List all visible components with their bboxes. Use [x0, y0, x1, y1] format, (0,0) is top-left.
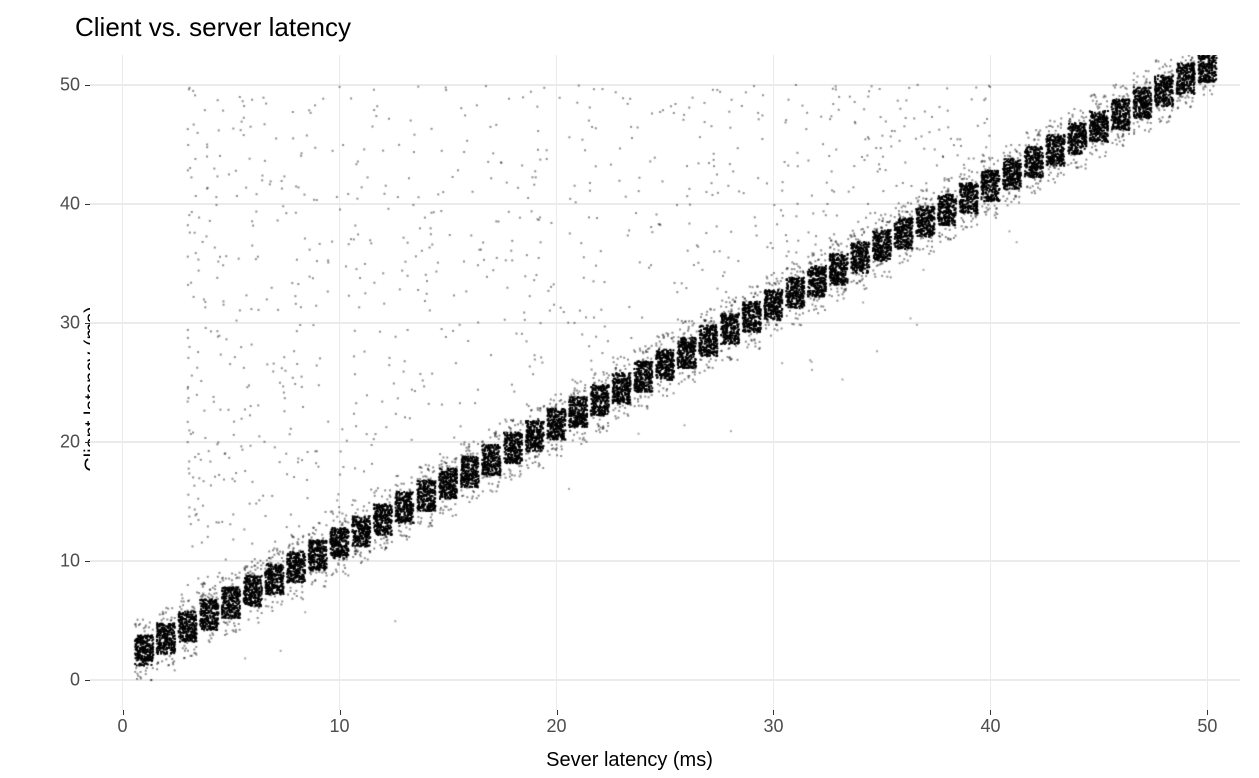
y-tick-label: 0 — [70, 670, 80, 691]
y-tick-label: 30 — [60, 312, 80, 333]
y-tick-label: 50 — [60, 74, 80, 95]
x-tick-label: 40 — [980, 716, 1000, 737]
x-tick-label: 20 — [546, 716, 566, 737]
x-tick-label: 0 — [118, 716, 128, 737]
y-tick-label: 40 — [60, 193, 80, 214]
y-tick-label: 20 — [60, 432, 80, 453]
x-tick-label: 50 — [1197, 716, 1217, 737]
x-tick-mark — [340, 710, 341, 715]
scatter-points-canvas — [90, 55, 1240, 710]
x-axis-label: Sever latency (ms) — [546, 749, 713, 772]
plot-area: 0102030405001020304050 — [90, 55, 1240, 710]
x-tick-mark — [123, 710, 124, 715]
y-tick-label: 10 — [60, 551, 80, 572]
x-tick-label: 10 — [330, 716, 350, 737]
chart-title: Client vs. server latency — [75, 12, 351, 43]
x-tick-mark — [990, 710, 991, 715]
x-tick-mark — [1207, 710, 1208, 715]
x-tick-mark — [773, 710, 774, 715]
x-tick-label: 30 — [763, 716, 783, 737]
latency-scatter-chart: Client vs. server latency Client latency… — [0, 0, 1259, 778]
x-tick-mark — [557, 710, 558, 715]
